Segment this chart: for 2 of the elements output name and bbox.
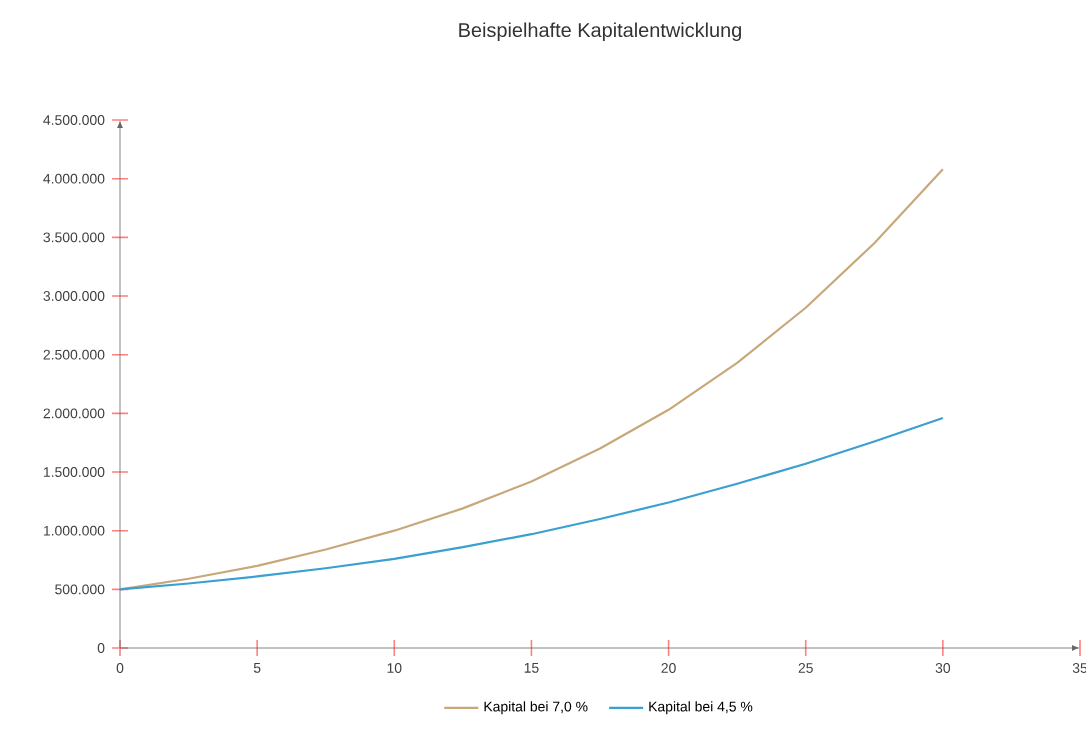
- line-series: [118, 416, 944, 591]
- chart-title: Beispielhafte Kapitalentwicklung: [459, 22, 741, 42]
